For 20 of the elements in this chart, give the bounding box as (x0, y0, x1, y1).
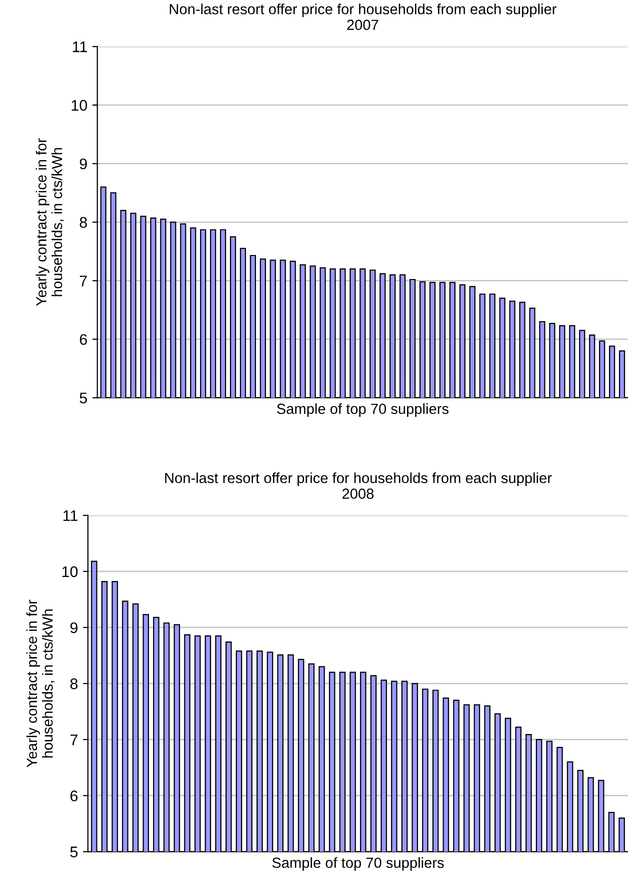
y-tick-label: 5 (80, 392, 87, 404)
y-tick-label: 9 (80, 158, 87, 170)
chart-title: Non-last resort offer price for households from each supplier 2007 (170, 4, 556, 30)
chart-title: Non-last resort offer price for households from each supplier 2008 (165, 472, 552, 499)
y-axis-title: Yearly contract price in for households, in cts/kWh (36, 138, 64, 306)
y-tick-label: 10 (62, 566, 78, 578)
y-axis-title: Yearly contract price in for households, in cts/kWh (26, 600, 54, 768)
y-tick-label: 7 (80, 276, 87, 286)
x-axis-title: Sample of top 70 suppliers (277, 403, 448, 417)
y-tick-label: 6 (70, 790, 78, 802)
y-tick-label: 6 (80, 334, 87, 345)
y-tick-label: 9 (70, 622, 78, 634)
y-tick-label: 7 (70, 734, 78, 746)
y-tick-label: 11 (72, 42, 87, 52)
y-tick-label: 5 (70, 846, 78, 858)
x-axis-title: Sample of top 70 suppliers (272, 857, 444, 871)
y-tick-label: 8 (80, 217, 87, 228)
y-tick-label: 8 (70, 678, 78, 690)
y-tick-label: 11 (64, 510, 78, 521)
y-tick-label: 10 (72, 100, 88, 111)
